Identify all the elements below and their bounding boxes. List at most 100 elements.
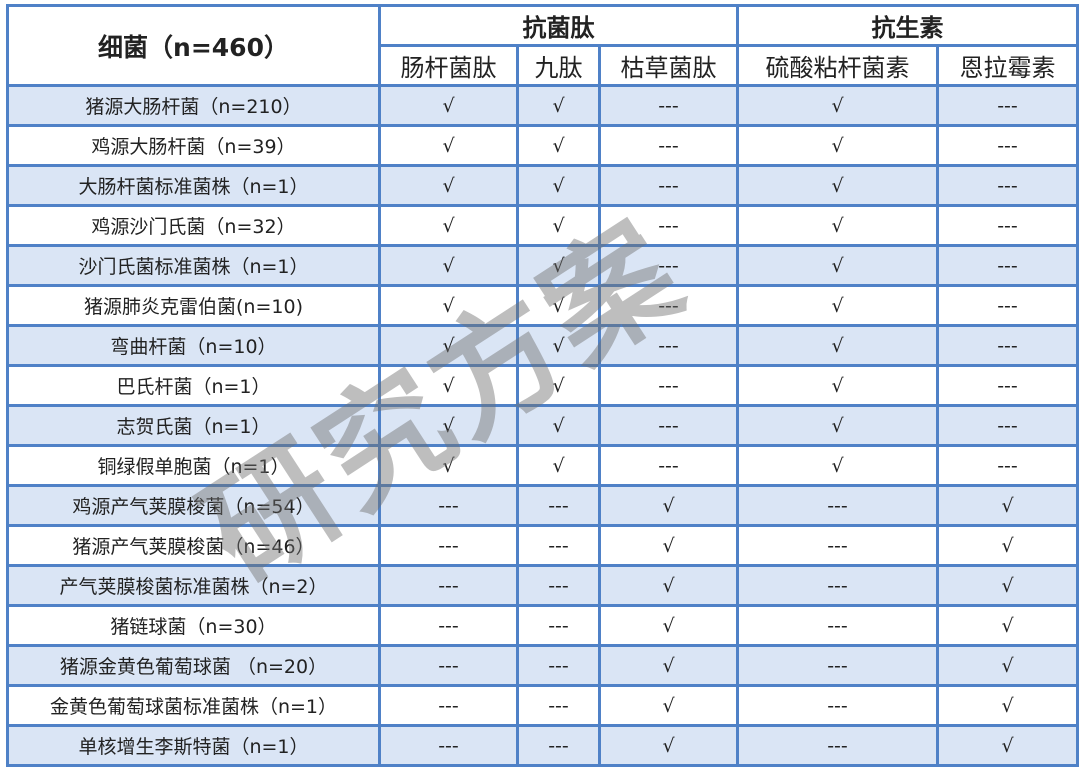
result-cell: --- xyxy=(516,724,601,767)
column-header: 恩拉霉素 xyxy=(936,44,1079,87)
result-cell: √ xyxy=(378,84,519,127)
result-cell: --- xyxy=(736,684,939,727)
result-cell: √ xyxy=(378,284,519,327)
result-cell: √ xyxy=(736,404,939,447)
result-cell: √ xyxy=(516,244,601,287)
result-cell: --- xyxy=(598,84,739,127)
result-cell: √ xyxy=(736,84,939,127)
bacteria-name: 猪源金黄色葡萄球菌 （n=20） xyxy=(6,644,381,687)
result-cell: --- xyxy=(598,124,739,167)
column-header: 硫酸粘杆菌素 xyxy=(736,44,939,87)
result-cell: √ xyxy=(936,604,1079,647)
table-row: 铜绿假单胞菌（n=1） √ √ --- √ --- xyxy=(6,444,1079,487)
result-cell: --- xyxy=(516,564,601,607)
result-cell: √ xyxy=(736,324,939,367)
result-cell: --- xyxy=(516,644,601,687)
result-cell: --- xyxy=(378,724,519,767)
result-cell: --- xyxy=(378,484,519,527)
table-row: 沙门氏菌标准菌株（n=1） √ √ --- √ --- xyxy=(6,244,1079,287)
bacteria-name: 大肠杆菌标准菌株（n=1） xyxy=(6,164,381,207)
result-cell: --- xyxy=(936,364,1079,407)
result-cell: --- xyxy=(936,284,1079,327)
result-cell: --- xyxy=(378,604,519,647)
result-cell: --- xyxy=(598,164,739,207)
table-row: 大肠杆菌标准菌株（n=1） √ √ --- √ --- xyxy=(6,164,1079,207)
result-cell: √ xyxy=(936,484,1079,527)
table-row: 猪源大肠杆菌（n=210） √ √ --- √ --- xyxy=(6,84,1079,127)
result-cell: --- xyxy=(598,444,739,487)
result-cell: √ xyxy=(378,204,519,247)
table-row: 鸡源大肠杆菌（n=39） √ √ --- √ --- xyxy=(6,124,1079,167)
result-cell: √ xyxy=(378,324,519,367)
table-row: 金黄色葡萄球菌标准菌株（n=1） --- --- √ --- √ xyxy=(6,684,1079,727)
bacteria-name: 铜绿假单胞菌（n=1） xyxy=(6,444,381,487)
result-cell: √ xyxy=(736,164,939,207)
result-cell: --- xyxy=(936,244,1079,287)
result-cell: √ xyxy=(378,444,519,487)
result-cell: √ xyxy=(736,244,939,287)
bacteria-name: 猪源大肠杆菌（n=210） xyxy=(6,84,381,127)
column-header: 九肽 xyxy=(516,44,601,87)
result-cell: --- xyxy=(598,364,739,407)
bacteria-name: 志贺氏菌（n=1） xyxy=(6,404,381,447)
table-row: 猪链球菌（n=30） --- --- √ --- √ xyxy=(6,604,1079,647)
result-cell: --- xyxy=(378,524,519,567)
result-cell: --- xyxy=(598,404,739,447)
result-cell: √ xyxy=(936,724,1079,767)
bacteria-name: 单核增生李斯特菌（n=1） xyxy=(6,724,381,767)
result-cell: √ xyxy=(516,284,601,327)
result-cell: --- xyxy=(598,284,739,327)
table-row: 猪源产气荚膜梭菌（n=46） --- --- √ --- √ xyxy=(6,524,1079,567)
result-cell: √ xyxy=(516,444,601,487)
table-row: 弯曲杆菌（n=10） √ √ --- √ --- xyxy=(6,324,1079,367)
table-row: 鸡源产气荚膜梭菌（n=54） --- --- √ --- √ xyxy=(6,484,1079,527)
result-cell: --- xyxy=(598,244,739,287)
result-cell: --- xyxy=(598,204,739,247)
result-cell: √ xyxy=(598,604,739,647)
result-cell: √ xyxy=(598,644,739,687)
bacteria-name: 巴氏杆菌（n=1） xyxy=(6,364,381,407)
column-header: 肠杆菌肽 xyxy=(378,44,519,87)
bacteria-name: 弯曲杆菌（n=10） xyxy=(6,324,381,367)
result-cell: --- xyxy=(736,724,939,767)
result-cell: --- xyxy=(378,684,519,727)
result-cell: √ xyxy=(598,684,739,727)
result-cell: √ xyxy=(516,164,601,207)
bacteria-name: 猪源产气荚膜梭菌（n=46） xyxy=(6,524,381,567)
result-cell: √ xyxy=(598,524,739,567)
result-cell: --- xyxy=(936,324,1079,367)
result-cell: √ xyxy=(378,124,519,167)
result-cell: √ xyxy=(598,564,739,607)
header-group-antimicrobial-peptides: 抗菌肽 xyxy=(378,4,739,47)
result-cell: √ xyxy=(516,84,601,127)
result-cell: √ xyxy=(516,324,601,367)
result-cell: √ xyxy=(598,724,739,767)
table-row: 鸡源沙门氏菌（n=32） √ √ --- √ --- xyxy=(6,204,1079,247)
result-cell: --- xyxy=(936,164,1079,207)
result-cell: --- xyxy=(936,124,1079,167)
result-cell: --- xyxy=(736,524,939,567)
table-row: 猪源肺炎克雷伯菌(n=10) √ √ --- √ --- xyxy=(6,284,1079,327)
result-cell: √ xyxy=(516,364,601,407)
bacteria-name: 鸡源沙门氏菌（n=32） xyxy=(6,204,381,247)
header-group-antibiotics: 抗生素 xyxy=(736,4,1079,47)
result-cell: √ xyxy=(378,364,519,407)
bacteria-name: 鸡源大肠杆菌（n=39） xyxy=(6,124,381,167)
bacteria-name: 金黄色葡萄球菌标准菌株（n=1） xyxy=(6,684,381,727)
result-cell: --- xyxy=(936,84,1079,127)
result-cell: √ xyxy=(378,164,519,207)
result-cell: --- xyxy=(936,204,1079,247)
result-cell: √ xyxy=(516,404,601,447)
result-cell: √ xyxy=(736,364,939,407)
result-cell: √ xyxy=(936,644,1079,687)
result-cell: --- xyxy=(516,524,601,567)
column-header: 枯草菌肽 xyxy=(598,44,739,87)
table-row: 产气荚膜梭菌标准菌株（n=2） --- --- √ --- √ xyxy=(6,564,1079,607)
result-cell: √ xyxy=(598,484,739,527)
result-cell: --- xyxy=(736,564,939,607)
result-cell: √ xyxy=(736,124,939,167)
result-cell: √ xyxy=(936,684,1079,727)
table-row: 志贺氏菌（n=1） √ √ --- √ --- xyxy=(6,404,1079,447)
result-cell: --- xyxy=(516,484,601,527)
bacteria-susceptibility-table: 细菌（n=460） 抗菌肽 抗生素 肠杆菌肽 九肽 枯草菌肽 硫酸粘杆菌素 恩拉霉素 猪… xyxy=(6,4,1079,767)
